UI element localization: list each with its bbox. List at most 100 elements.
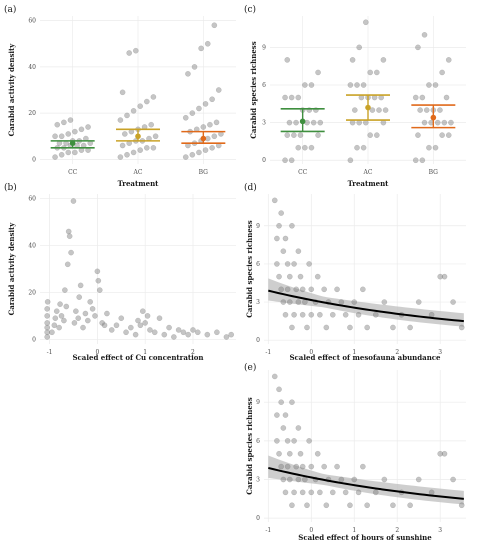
- data-point: [441, 450, 448, 457]
- data-point: [315, 69, 321, 76]
- data-point: [124, 112, 130, 119]
- data-point: [280, 299, 287, 305]
- data-point: [373, 132, 380, 138]
- data-point: [302, 299, 308, 305]
- data-point: [428, 311, 435, 318]
- data-point: [274, 412, 280, 418]
- data-point: [458, 502, 465, 509]
- data-point: [113, 322, 120, 329]
- data-point: [82, 310, 89, 317]
- data-point: [276, 222, 282, 229]
- data-point: [276, 450, 282, 457]
- data-point: [426, 144, 432, 151]
- data-point: [76, 294, 82, 300]
- x-tick-label: 2: [395, 527, 399, 534]
- data-point: [137, 322, 144, 329]
- data-point: [314, 273, 321, 280]
- y-tick-label: 0: [256, 337, 260, 344]
- data-point: [132, 47, 139, 54]
- data-point: [202, 101, 209, 107]
- data-point: [382, 107, 389, 113]
- data-point: [364, 324, 370, 331]
- data-point: [132, 331, 139, 338]
- data-point: [334, 463, 340, 470]
- panel-label: (b): [4, 182, 17, 193]
- data-point: [126, 50, 132, 56]
- y-tick-label: 0: [262, 157, 266, 164]
- data-point: [293, 286, 300, 293]
- y-tick-label: 3: [256, 299, 260, 306]
- x-axis-label: Scaled effect of mesofauna abundance: [289, 353, 441, 362]
- data-point: [171, 334, 177, 340]
- data-point: [282, 311, 289, 318]
- data-point: [119, 142, 126, 149]
- data-point: [284, 286, 291, 293]
- data-point: [284, 57, 291, 63]
- data-point: [286, 299, 293, 305]
- data-point: [288, 94, 295, 101]
- data-point: [334, 286, 340, 293]
- data-point: [284, 438, 291, 444]
- data-point: [190, 327, 196, 333]
- data-point: [166, 324, 172, 331]
- data-point: [415, 132, 421, 138]
- data-point: [360, 144, 367, 151]
- x-tick-label: 2: [395, 349, 399, 356]
- data-point: [299, 463, 306, 470]
- data-point: [52, 154, 58, 160]
- data-point: [117, 117, 124, 123]
- data-point: [423, 107, 430, 113]
- data-point: [282, 412, 289, 418]
- data-point: [49, 329, 55, 336]
- data-point: [284, 132, 291, 138]
- data-point: [381, 299, 388, 305]
- data-point: [144, 313, 151, 319]
- data-point: [362, 19, 369, 26]
- data-point: [52, 315, 59, 322]
- data-point: [94, 268, 101, 275]
- data-point: [317, 489, 323, 496]
- confidence-band: [268, 278, 464, 327]
- data-point: [282, 489, 289, 496]
- data-point: [85, 317, 91, 324]
- data-point: [280, 248, 287, 255]
- data-point: [117, 154, 124, 160]
- data-point: [44, 324, 50, 331]
- data-point: [390, 502, 396, 509]
- x-tick-label: -1: [265, 349, 271, 356]
- data-point: [92, 313, 98, 319]
- y-tick-label: 6: [256, 261, 260, 268]
- x-tick-label: BG: [429, 169, 439, 176]
- data-point: [355, 311, 362, 318]
- data-point: [280, 425, 287, 431]
- data-point: [302, 144, 308, 151]
- data-point: [437, 107, 443, 113]
- data-point: [419, 94, 426, 101]
- data-point: [223, 334, 230, 340]
- data-point: [286, 273, 293, 280]
- data-point: [61, 317, 67, 324]
- data-point: [58, 313, 65, 319]
- fit-line: [268, 289, 464, 323]
- data-point: [302, 476, 308, 483]
- data-point: [329, 311, 336, 318]
- x-tick-label: AC: [133, 169, 143, 176]
- data-point: [44, 299, 51, 305]
- data-point: [295, 476, 302, 483]
- panel-e: 0 3 6 9 -1 0 1 2 3 Scaled effect of hours of suns…: [244, 362, 466, 542]
- data-point: [209, 145, 215, 151]
- data-point: [421, 119, 428, 126]
- y-tick-label: 0: [32, 336, 36, 343]
- data-point: [282, 94, 288, 101]
- data-point: [295, 144, 302, 151]
- fit-line: [268, 466, 464, 500]
- data-point: [299, 489, 306, 496]
- data-point: [207, 121, 213, 128]
- data-point: [142, 320, 148, 326]
- data-point: [297, 450, 304, 457]
- data-point: [407, 502, 413, 509]
- x-tick-label: 2: [191, 349, 195, 356]
- data-point: [286, 450, 293, 457]
- data-point: [189, 151, 196, 158]
